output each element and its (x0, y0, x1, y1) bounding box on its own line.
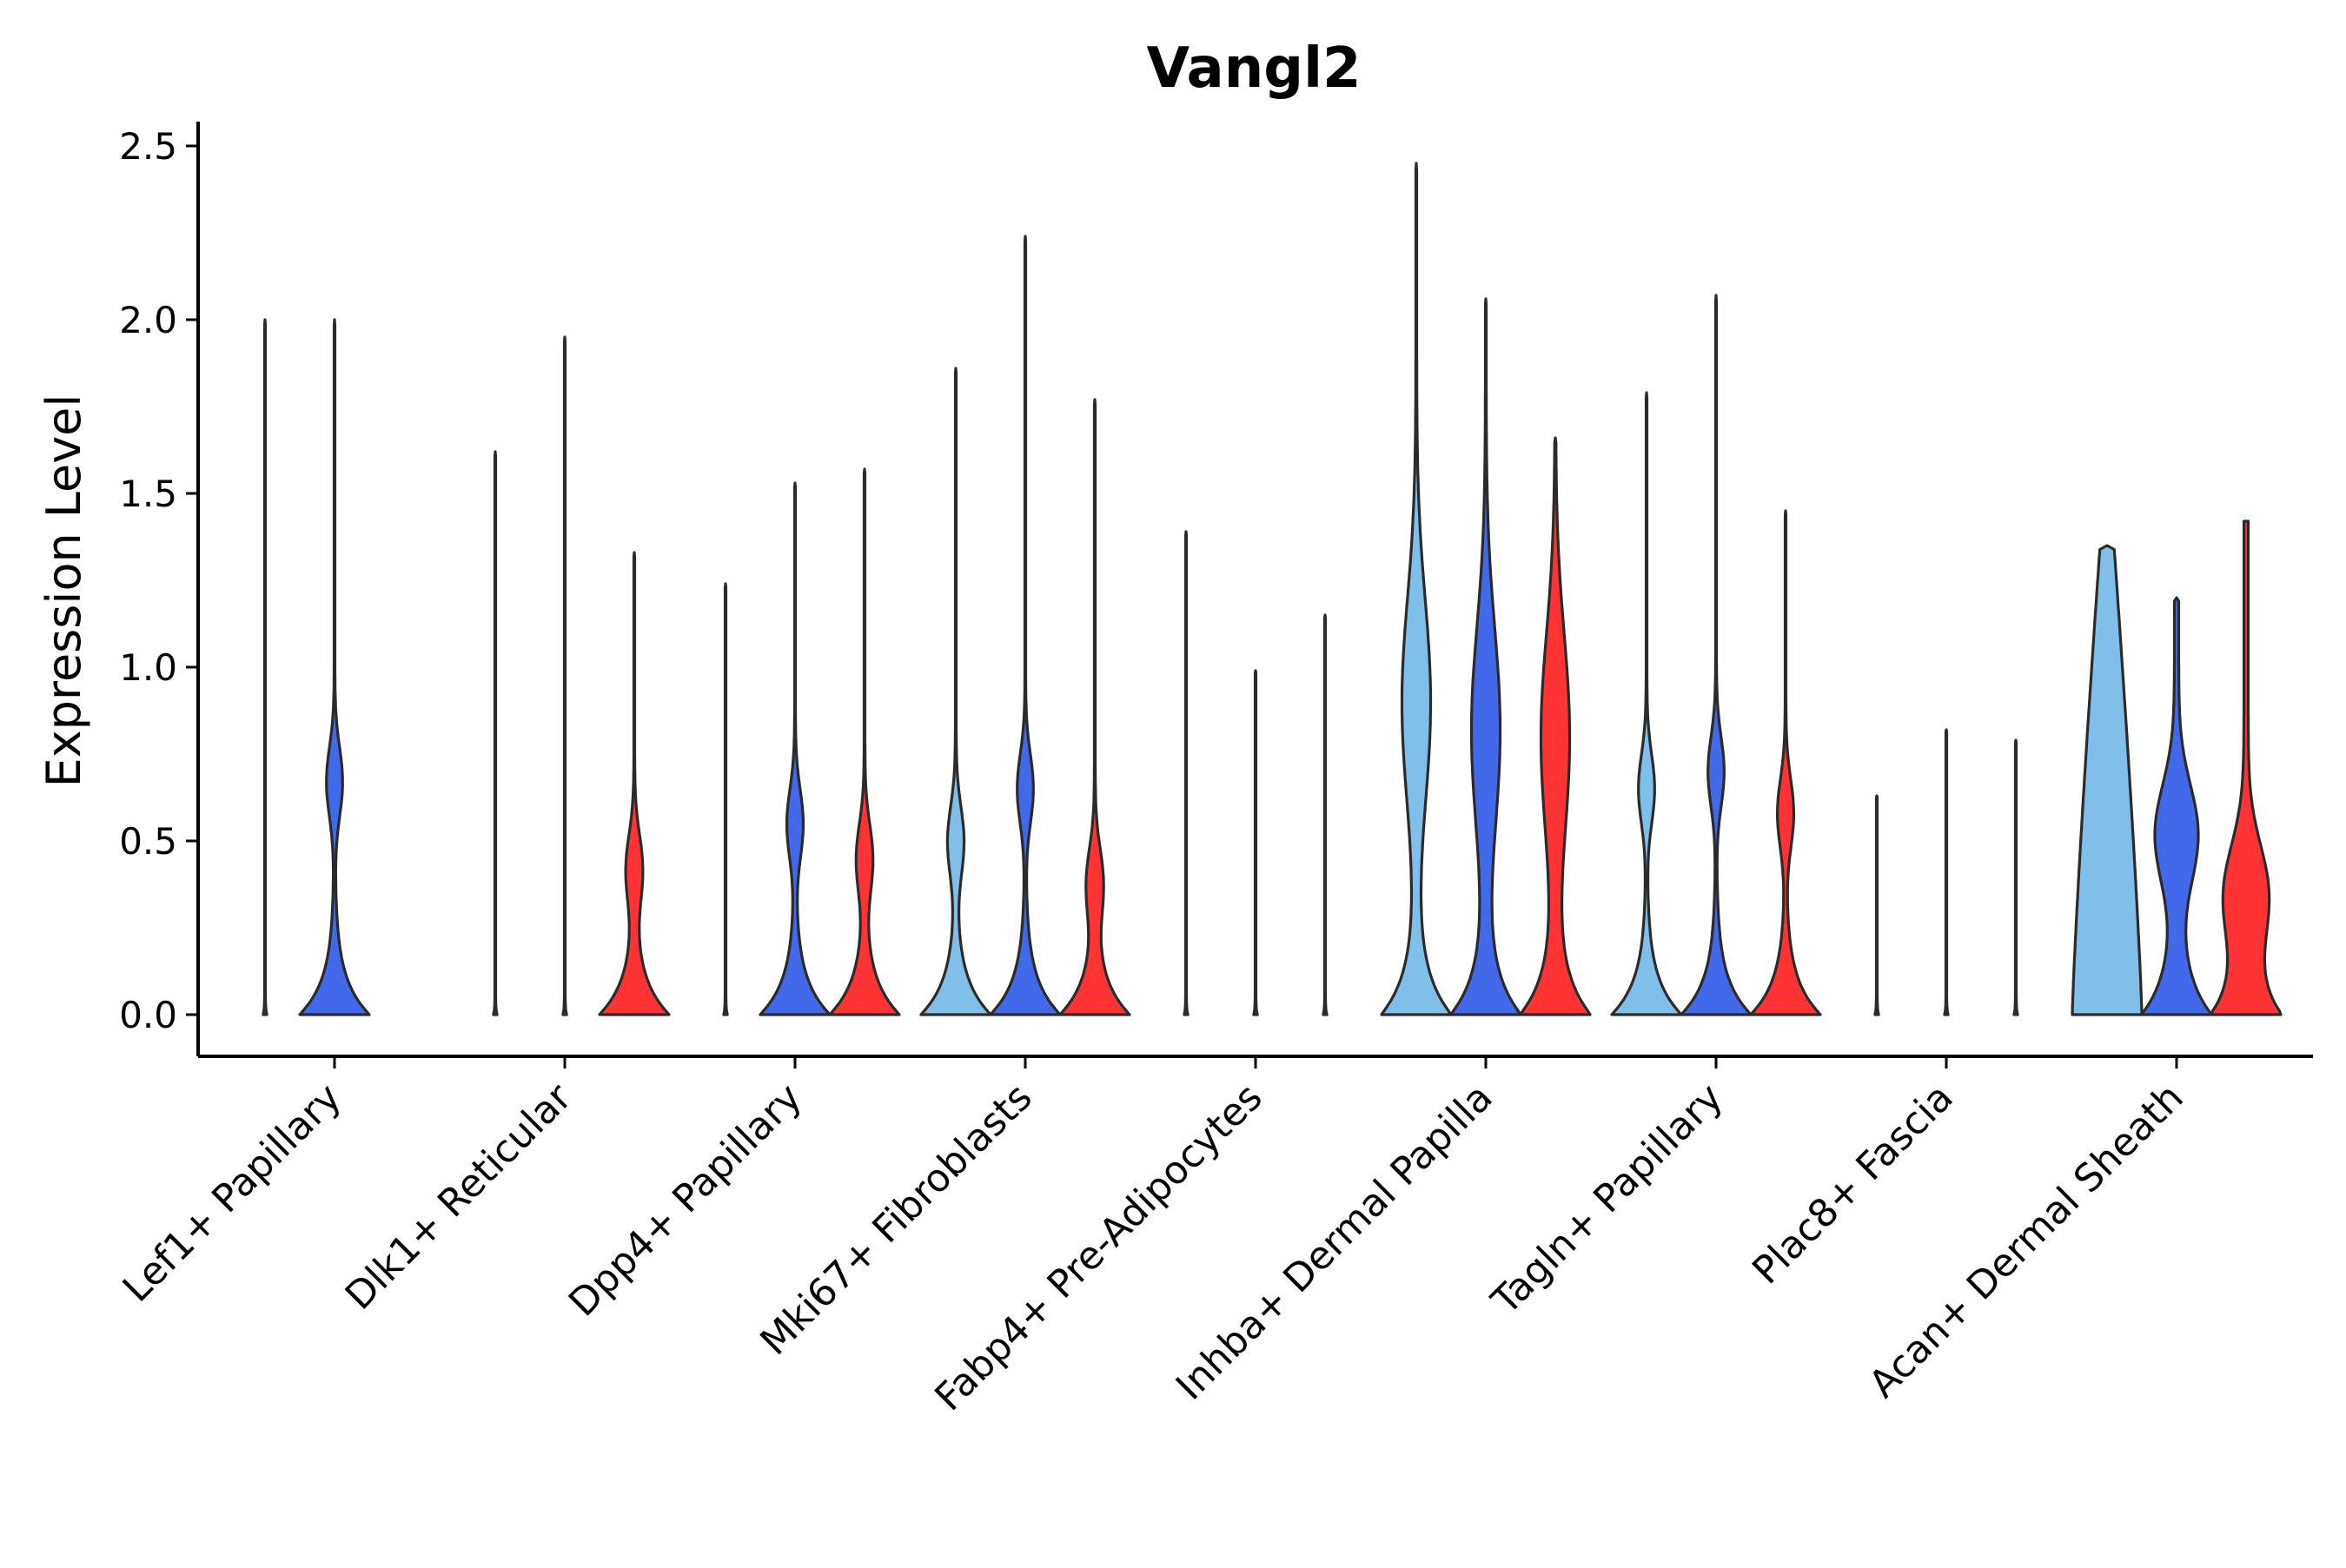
violin-8-2 (2210, 519, 2283, 1016)
violin-6-0 (1610, 391, 1683, 1016)
x-tick-label: Dlk1+ Reticular (337, 1075, 581, 1319)
violin-5-0 (1380, 162, 1453, 1016)
violin-2-1 (759, 481, 832, 1016)
violin-6-2 (1749, 509, 1822, 1016)
violin-4-0 (1183, 530, 1190, 1016)
y-axis-label: Expression Level (36, 394, 91, 788)
violin-2-0 (722, 582, 729, 1016)
violin-4-1 (1252, 669, 1259, 1016)
violin-8-1 (2140, 596, 2213, 1016)
y-tick-label: 2.0 (119, 299, 177, 341)
violin-1-1 (561, 335, 568, 1016)
x-tick-label: Dpp4+ Papillary (560, 1075, 811, 1326)
x-tick-label: Lef1+ Papillary (115, 1075, 350, 1311)
violin-4-2 (1322, 613, 1329, 1016)
x-tick-label: Plac8+ Fascia (1744, 1075, 1962, 1293)
violin-3-1 (989, 235, 1062, 1016)
violin-5-1 (1449, 297, 1522, 1016)
y-tick-label: 2.5 (119, 125, 177, 168)
violin-7-1 (1943, 728, 1950, 1016)
violin-0-1 (298, 318, 371, 1016)
violin-3-2 (1058, 398, 1131, 1016)
violin-layer (262, 162, 2283, 1016)
violin-0-0 (262, 318, 268, 1016)
chart-title: Vangl2 (1146, 36, 1361, 101)
violin-7-2 (2012, 738, 2019, 1016)
violin-1-2 (598, 551, 671, 1016)
y-tick-label: 0.5 (119, 820, 177, 863)
violin-2-2 (828, 467, 901, 1016)
violin-1-0 (492, 450, 499, 1016)
violin-8-0 (2071, 544, 2144, 1016)
violin-3-0 (919, 367, 992, 1016)
violin-7-0 (1873, 794, 1880, 1016)
y-tick-label: 0.0 (119, 994, 177, 1036)
x-tick-label: Tagln+ Papillary (1483, 1075, 1732, 1324)
y-tick-label: 1.5 (119, 473, 177, 515)
y-tick-label: 1.0 (119, 646, 177, 689)
violin-6-1 (1680, 294, 1753, 1016)
violin-5-2 (1519, 436, 1592, 1016)
